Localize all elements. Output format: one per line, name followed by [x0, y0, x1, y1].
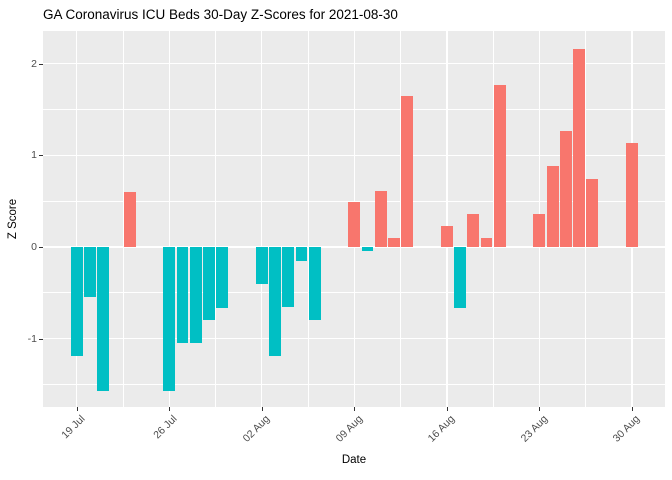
bar-2021-07-21 [97, 246, 110, 391]
minor-gridline-x [307, 31, 309, 407]
bar-2021-08-30 [626, 143, 638, 247]
bar-2021-07-29 [202, 246, 215, 321]
major-gridline-x [168, 31, 170, 407]
y-tick-label: 0 [31, 240, 37, 253]
bar-2021-07-20 [83, 246, 96, 298]
bar-2021-08-27 [586, 179, 599, 247]
bar-2021-08-02 [255, 246, 268, 284]
bar-2021-08-05 [295, 246, 308, 261]
bar-2021-08-04 [282, 246, 295, 308]
x-tick-mark [446, 407, 448, 411]
x-tick-label: 02 Aug [240, 413, 273, 445]
bar-2021-07-19 [70, 246, 83, 357]
bar-2021-08-19 [480, 237, 493, 247]
bar-2021-08-06 [308, 246, 321, 321]
bar-2021-08-13 [401, 95, 414, 247]
bar-2021-08-11 [374, 191, 387, 247]
bar-2021-07-30 [216, 246, 229, 309]
x-tick-label: 26 Jul [151, 413, 180, 442]
minor-gridline-x [215, 31, 216, 407]
x-tick-mark [169, 407, 171, 411]
bar-2021-08-24 [546, 166, 559, 247]
bar-2021-08-20 [493, 84, 506, 247]
x-tick-mark [76, 407, 78, 411]
y-tick-mark [39, 246, 43, 248]
minor-gridline-x [585, 31, 587, 407]
bar-2021-08-18 [467, 213, 480, 247]
bar-2021-07-23 [123, 191, 136, 247]
x-tick-mark [354, 407, 356, 411]
y-axis-title: Z Score [7, 198, 19, 240]
x-tick-label: 23 Aug [518, 413, 550, 445]
minor-gridline-x [122, 31, 124, 407]
bar-2021-08-23 [533, 213, 546, 247]
bar-2021-08-09 [348, 202, 361, 247]
bar-2021-08-26 [573, 48, 585, 247]
x-axis-title: Date [341, 454, 367, 466]
minor-gridline-x [400, 31, 401, 407]
y-tick-mark [39, 338, 43, 340]
plot-panel [43, 31, 665, 407]
x-tick-mark [261, 407, 263, 411]
major-gridline-x [76, 31, 78, 407]
y-tick-label: -1 [27, 332, 37, 345]
y-tick-mark [39, 155, 43, 157]
major-gridline-x [261, 31, 263, 407]
chart-title: GA Coronavirus ICU Beds 30-Day Z-Scores … [43, 7, 398, 22]
bar-2021-08-10 [361, 246, 374, 251]
x-tick-label: 30 Aug [610, 413, 643, 445]
major-gridline-x [446, 31, 448, 407]
bar-2021-08-25 [559, 131, 572, 247]
x-tick-mark [539, 407, 541, 411]
x-tick-label: 19 Jul [58, 413, 88, 442]
x-tick-label: 09 Aug [333, 413, 365, 445]
y-tick-label: 1 [31, 149, 37, 162]
y-tick-mark [39, 63, 43, 65]
x-tick-mark [631, 407, 633, 411]
bar-2021-08-17 [454, 246, 467, 309]
bar-2021-07-26 [163, 246, 176, 391]
bar-2021-08-12 [388, 237, 400, 247]
bar-2021-08-03 [269, 246, 281, 357]
bar-2021-08-16 [440, 225, 453, 247]
minor-gridline-x [492, 31, 494, 407]
y-tick-label: 2 [31, 57, 37, 70]
bar-2021-07-28 [189, 246, 202, 344]
bar-2021-07-27 [176, 246, 189, 344]
x-tick-label: 16 Aug [425, 413, 458, 445]
